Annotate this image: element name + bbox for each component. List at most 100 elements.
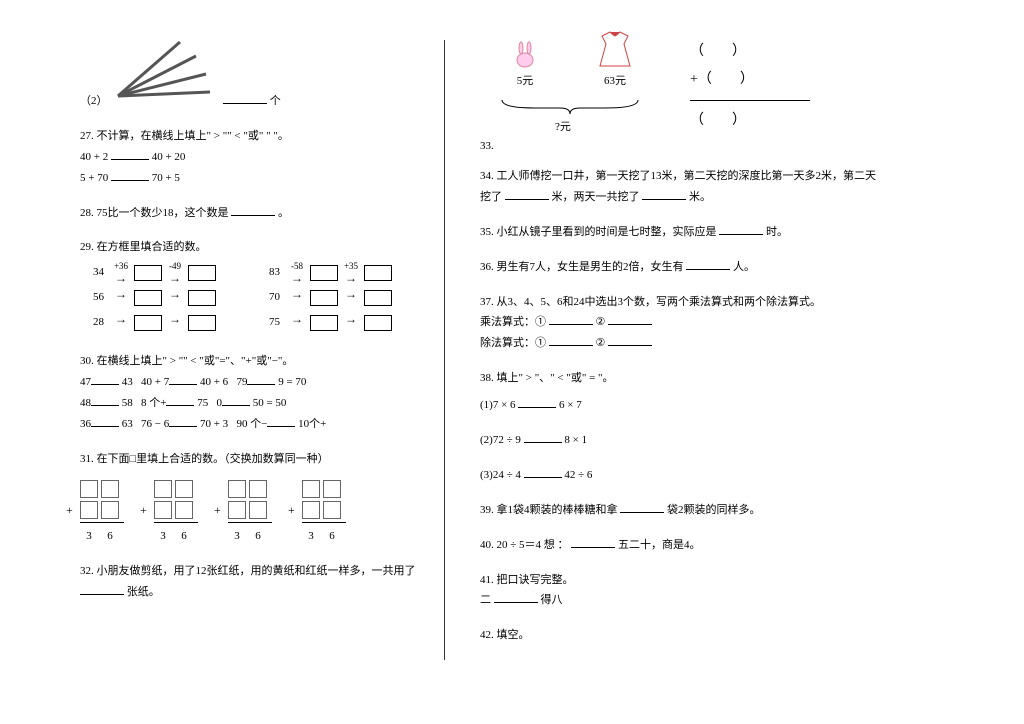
t: 40 + 7 [141,376,169,388]
blank[interactable] [620,501,664,513]
flowrow: 28 [80,312,216,333]
flow-box[interactable] [188,315,216,331]
blank[interactable] [719,223,763,235]
q37-title: 37. 从3、4、5、6和24中选出3个数，写两个乘法算式和两个除法算式。 [480,292,880,313]
flow-box[interactable] [310,315,338,331]
q35-suffix: 时。 [766,226,788,238]
flow-box[interactable] [188,265,216,281]
t: 6 [249,526,267,547]
arrow-icon: +36 [108,264,134,281]
flow-box[interactable] [364,290,392,306]
column-divider [444,40,445,660]
q35-text: 35. 小红从镜子里看到的时间是七时整，实际应是 [480,226,717,238]
blank[interactable] [247,373,275,385]
addition-set: + 36 + 36 + 36 [80,477,440,547]
q26-label: （2） [80,95,108,107]
blank[interactable] [686,258,730,270]
flow-box[interactable] [364,315,392,331]
blank[interactable] [608,334,652,346]
digit-box[interactable] [80,501,98,519]
flow-box[interactable] [134,315,162,331]
digit-box[interactable] [154,501,172,519]
blank[interactable] [169,415,197,427]
q38-title: 38. 填上" > "、" < "或" = "。 [480,368,880,389]
flow-box[interactable] [364,265,392,281]
q40-suffix: 五二十，商是4。 [618,539,701,551]
digit-box[interactable] [228,501,246,519]
blank[interactable] [231,204,275,216]
q37-d2: ② [596,337,606,349]
digit-box[interactable] [323,480,341,498]
blank[interactable] [111,169,149,181]
flow-box[interactable] [310,290,338,306]
left-column: （2） 个 27. 不计算，在横线上填上" > "" < "或" " "。 40… [0,0,440,724]
digit-box[interactable] [101,501,119,519]
q37-m2: ② [596,316,606,328]
plus-icon: + [140,499,147,522]
q41: 41. 把口诀写完整。 二 得八 [480,570,880,612]
digit-box[interactable] [228,480,246,498]
fnum: 75 [256,312,280,333]
blank[interactable] [267,415,295,427]
blank[interactable] [80,583,124,595]
plus-icon: + [66,499,73,522]
q28-suffix: 。 [278,207,289,219]
blank[interactable] [642,188,686,200]
q31-title: 31. 在下面□里填上合适的数。（交换加数算同一种） [80,449,440,470]
q26-suffix: 个 [270,95,281,107]
q31: 31. 在下面□里填上合适的数。（交换加数算同一种） + 36 + 36 [80,449,440,548]
digit-box[interactable] [175,501,193,519]
digit-box[interactable] [175,480,193,498]
flowrow: 56 [80,287,216,308]
blank[interactable] [524,466,562,478]
t: 90 个− [236,418,267,430]
t: 75 [197,397,208,409]
rabbit-price: 5元 [500,72,550,88]
q32-suffix: 张纸。 [127,586,160,598]
blank[interactable] [608,313,652,325]
t: 3 [80,526,98,547]
flow-box[interactable] [310,265,338,281]
fnum: 70 [256,287,280,308]
blank[interactable] [505,188,549,200]
digit-box[interactable] [302,501,320,519]
blank[interactable] [571,536,615,548]
q32: 32. 小朋友做剪纸，用了12张红纸，用的黄纸和红纸一样多，一共用了 张纸。 [80,561,440,603]
digit-box[interactable] [101,480,119,498]
q27-2b: 70 + 5 [152,172,180,184]
t: 48 [80,397,91,409]
q29-title: 29. 在方框里填合适的数。 [80,237,440,258]
blank[interactable] [549,313,593,325]
blank[interactable] [518,396,556,408]
arrow-icon: -58 [284,264,310,281]
blank[interactable] [169,373,197,385]
flow-box[interactable] [134,290,162,306]
blank[interactable] [494,591,538,603]
q27-2a: 5 + 70 [80,172,108,184]
blank[interactable] [166,394,194,406]
t: 42 ÷ 6 [564,469,592,481]
fnum: 34 [80,262,104,283]
digit-box[interactable] [323,501,341,519]
digit-box[interactable] [249,480,267,498]
digit-box[interactable] [154,480,172,498]
blank[interactable] [91,394,119,406]
q34-suffix: 米。 [689,191,711,203]
blank[interactable] [549,334,593,346]
flow-box[interactable] [134,265,162,281]
t: 6 [175,526,193,547]
digit-box[interactable] [302,480,320,498]
q29: 29. 在方框里填合适的数。 34 +36 -49 56 [80,237,440,337]
blank[interactable] [111,148,149,160]
blank[interactable] [91,415,119,427]
addition-block: + 36 [80,477,124,547]
digit-box[interactable] [249,501,267,519]
blank[interactable] [524,431,562,443]
blank[interactable] [223,92,267,104]
flow-box[interactable] [188,290,216,306]
blank[interactable] [91,373,119,385]
q41-suffix: 得八 [541,594,563,606]
blank[interactable] [222,394,250,406]
digit-box[interactable] [80,480,98,498]
t: 3 [228,526,246,547]
